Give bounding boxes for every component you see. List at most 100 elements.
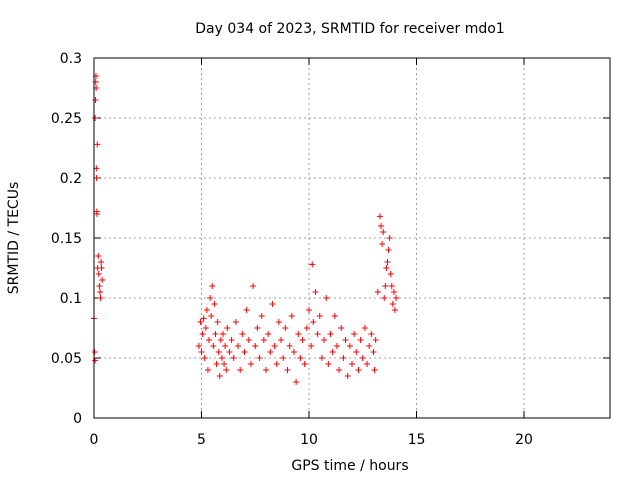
data-point	[381, 295, 388, 301]
data-point	[271, 343, 278, 349]
data-point	[93, 175, 100, 181]
data-point	[198, 349, 205, 355]
data-point	[386, 235, 393, 241]
data-point	[383, 265, 390, 271]
data-point	[260, 337, 267, 343]
data-point	[222, 343, 229, 349]
y-tick-label: 0	[73, 411, 82, 427]
data-point	[220, 331, 226, 337]
data-point	[202, 325, 209, 331]
data-point	[226, 349, 233, 355]
data-point	[278, 337, 285, 343]
data-point	[301, 361, 308, 367]
data-point	[217, 337, 224, 343]
data-point	[299, 337, 306, 343]
data-point	[344, 373, 351, 379]
data-point	[379, 241, 386, 247]
data-point	[200, 315, 207, 322]
data-point	[195, 343, 202, 349]
y-tick-label: 0.3	[60, 51, 82, 67]
data-point	[353, 349, 360, 355]
data-point	[306, 307, 312, 313]
data-points	[91, 73, 400, 385]
data-point	[258, 313, 265, 319]
data-point	[204, 367, 211, 373]
data-point	[237, 367, 244, 373]
data-point	[213, 361, 220, 367]
x-tick-label: 0	[90, 432, 99, 448]
data-point	[374, 289, 381, 295]
data-point	[273, 361, 280, 367]
data-point	[235, 343, 242, 349]
data-point	[318, 355, 325, 361]
data-point	[389, 301, 396, 307]
data-point	[293, 379, 300, 385]
data-point	[357, 337, 364, 343]
data-point	[309, 261, 316, 268]
data-point	[265, 331, 272, 337]
data-point	[98, 265, 105, 271]
data-point	[216, 373, 223, 379]
data-point	[245, 337, 252, 343]
data-point	[228, 337, 235, 343]
data-point	[197, 319, 204, 325]
data-point	[95, 271, 102, 277]
data-point	[349, 361, 355, 367]
data-point	[239, 331, 246, 337]
data-point	[366, 343, 373, 349]
data-point	[224, 325, 231, 331]
data-point	[310, 319, 317, 325]
data-point	[314, 331, 321, 337]
data-point	[212, 331, 219, 337]
data-point	[256, 355, 263, 361]
data-point	[250, 283, 257, 289]
data-point	[97, 289, 104, 295]
data-point	[338, 325, 345, 331]
data-point	[267, 349, 274, 355]
data-point	[252, 343, 259, 349]
data-point	[269, 301, 276, 307]
plot-frame	[93, 57, 611, 419]
data-point	[241, 349, 248, 355]
data-point	[199, 331, 206, 337]
data-point	[346, 343, 353, 349]
data-point	[223, 367, 230, 373]
data-point	[378, 223, 385, 229]
y-tick-label: 0.1	[60, 291, 82, 307]
data-point	[388, 283, 395, 289]
data-point	[92, 357, 99, 364]
data-point	[323, 295, 330, 301]
data-point	[295, 331, 302, 337]
data-point	[288, 313, 295, 319]
data-point	[282, 325, 289, 331]
data-point	[230, 355, 237, 361]
data-point	[308, 343, 315, 349]
data-point	[340, 355, 347, 361]
data-point	[303, 325, 310, 331]
data-point	[94, 211, 101, 217]
data-point	[215, 349, 222, 355]
data-point	[364, 361, 371, 367]
data-point	[321, 337, 328, 343]
y-tick-label: 0.15	[51, 231, 82, 247]
data-point	[232, 319, 239, 325]
data-point	[393, 295, 400, 301]
data-point	[208, 313, 215, 319]
data-point	[329, 349, 336, 355]
x-tick-label: 10	[300, 432, 318, 448]
data-point	[211, 301, 218, 307]
data-point	[91, 349, 98, 355]
data-point	[247, 361, 254, 367]
data-point	[359, 355, 366, 361]
x-tick-label: 5	[197, 432, 206, 448]
chart-title: Day 034 of 2023, SRMTID for receiver mdo…	[195, 21, 504, 37]
data-point	[361, 325, 368, 331]
gridlines	[94, 58, 610, 418]
data-point	[387, 271, 394, 277]
y-tick-label: 0.25	[51, 111, 82, 127]
data-point	[376, 213, 383, 220]
data-point	[97, 295, 104, 301]
data-point	[390, 289, 397, 295]
data-point	[370, 349, 377, 355]
data-point	[385, 247, 392, 253]
